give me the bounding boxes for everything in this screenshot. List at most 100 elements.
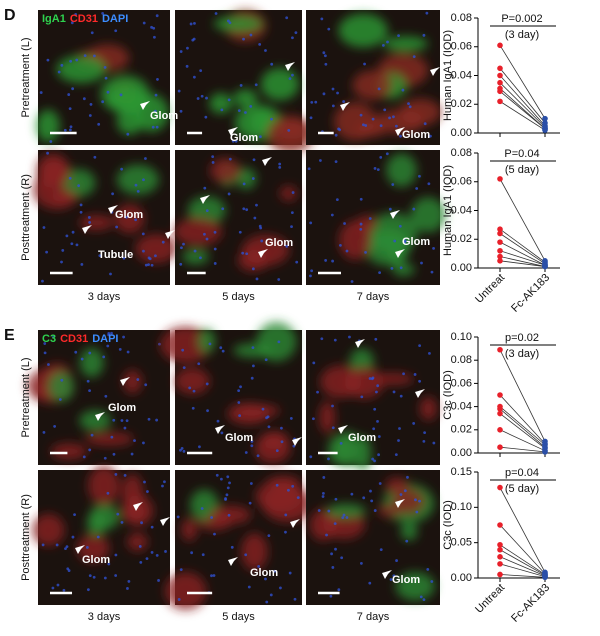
nucleus [61,249,65,252]
nucleus [412,55,416,59]
nucleus [145,557,149,561]
nucleus [280,440,284,444]
data-point [497,230,503,237]
nucleus [252,364,255,368]
tissue [386,153,417,187]
nucleus [267,425,271,429]
nucleus [399,493,403,496]
nucleus [331,566,335,569]
nucleus [205,237,209,241]
arrowhead [75,545,85,554]
nucleus [80,357,84,361]
nucleus [182,242,185,246]
data-point [497,444,503,451]
nucleus [216,419,220,423]
nucleus [334,547,337,551]
stat-label: p=0.04 [505,467,539,479]
arrowhead [133,502,143,511]
nucleus [147,417,151,421]
nucleus [242,207,246,211]
y-axis-label: C3c (IOD) [442,370,454,420]
nucleus [375,390,378,394]
nucleus [406,475,409,479]
tissue [233,404,281,418]
nucleus [43,342,47,345]
nucleus [373,459,376,463]
nucleus [310,269,314,273]
nucleus [189,22,193,26]
nucleus [239,84,243,87]
nucleus [242,182,246,186]
data-point [542,115,548,122]
nucleus [164,550,167,553]
arrowhead [108,205,118,214]
tissue [48,371,75,402]
nucleus [331,87,335,91]
tissue [419,396,437,421]
nucleus [330,213,334,217]
nucleus [287,128,291,132]
data-point [497,427,503,433]
nucleus [278,162,282,166]
nucleus [316,390,319,394]
tissue [326,503,366,519]
nucleus [327,27,331,31]
nucleus [46,151,49,155]
stain-label: IgA1 CD31 DAPI [42,13,128,25]
arrowhead [290,519,300,528]
tissue [160,326,212,364]
nucleus [228,157,232,161]
nucleus [154,93,158,97]
nucleus [248,501,252,505]
nucleus [226,19,230,23]
nucleus [374,337,378,341]
micrograph-texture [32,465,154,563]
arrowhead [200,195,210,204]
tissue [173,217,222,246]
nucleus [65,234,69,238]
nucleus [260,239,264,243]
nucleus [70,242,74,246]
column-label: 3 days [88,611,121,623]
nucleus [213,230,217,234]
nucleus [368,377,372,380]
nucleus [97,122,101,126]
nucleus [296,496,300,500]
nucleus [392,574,396,578]
arrowhead [228,127,238,136]
nucleus [333,338,337,342]
nucleus [403,489,407,493]
nucleus [261,407,265,411]
nucleus [432,246,435,250]
nucleus [101,100,105,104]
nucleus [211,161,215,164]
nucleus [88,221,92,224]
tissue [114,204,145,234]
nucleus [205,209,209,213]
nucleus [220,477,223,481]
y-tick-label: 0.02 [451,424,472,436]
stat-note: (5 day) [505,164,539,176]
tissue [260,431,289,450]
nucleus [291,73,294,77]
tissue [266,115,315,154]
nucleus [422,33,426,37]
nucleus [211,155,215,159]
nucleus [345,516,349,519]
nucleus [210,516,213,519]
tissue [209,505,252,525]
nucleus [179,568,183,572]
pair-line [499,250,546,266]
nucleus [280,426,283,430]
nucleus [74,350,78,354]
nucleus [392,115,395,119]
nucleus [309,116,313,120]
nucleus [102,355,106,359]
nucleus [213,532,216,536]
nucleus [333,522,337,526]
tissue [36,109,60,143]
nucleus [330,552,333,556]
nucleus [244,111,247,114]
nucleus [291,191,295,194]
nucleus [51,586,55,590]
